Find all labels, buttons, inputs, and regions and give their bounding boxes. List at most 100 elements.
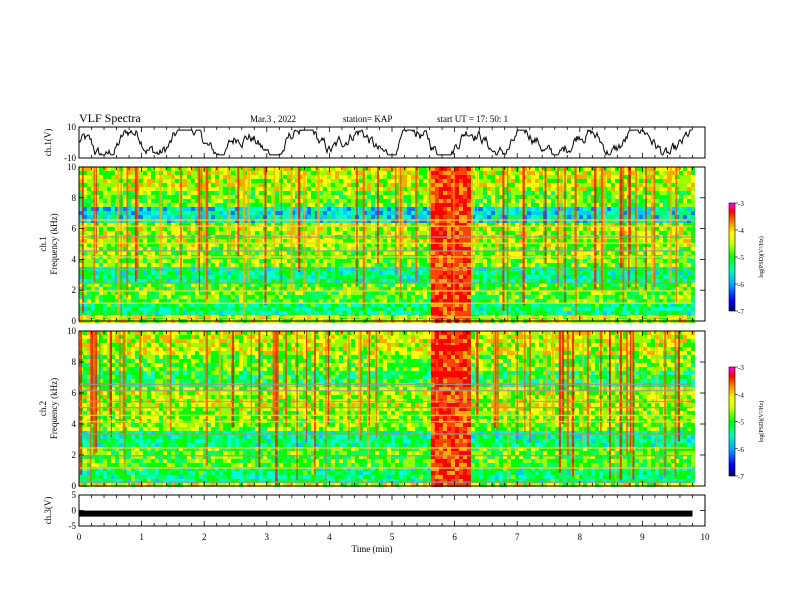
spectrogram-cell [295,203,299,207]
spectrogram-cell [367,263,371,267]
spectrogram-cell [683,215,687,219]
spectrogram-cell [595,263,599,267]
spectrogram-cell [95,287,99,291]
spectrogram-cell [155,227,159,231]
spectrogram-cell [115,243,119,247]
spectrogram-cell [371,247,375,251]
spectrogram-cell [83,239,87,243]
spectrogram-cell [411,251,415,255]
spectrogram-cell [427,287,431,291]
spectrogram-cell [323,179,327,183]
spectrogram-cell [447,259,451,263]
spectrogram-cell [331,291,335,295]
spectrogram-cell [491,263,495,267]
spectrogram-cell [663,231,667,235]
spectrogram-cell [659,207,663,211]
spectrogram-cell [431,203,435,207]
spectrogram-cell [107,167,111,171]
spectrogram-cell [503,187,507,191]
spectrogram-cell [519,211,523,215]
spectrogram-cell [115,271,119,275]
spectrogram-cell [115,283,119,287]
spectrogram-cell [259,271,263,275]
spectrogram-cell [583,283,587,287]
spectrogram-cell [91,171,95,175]
spectrogram-cell [295,183,299,187]
spectrogram-cell [235,291,239,295]
spectrogram-cell [183,251,187,255]
spectrogram-cell [395,259,399,263]
spectrogram-cell [195,195,199,199]
spectrogram-cell [295,251,299,255]
spectrogram-cell [331,223,335,227]
spectrogram-cell [311,243,315,247]
spectrogram-cell [199,259,203,263]
spectrogram-cell [615,251,619,255]
spectrogram-cell [391,247,395,251]
spectrogram-cell [663,175,667,179]
spectrogram-cell [507,247,511,251]
spectrogram-cell [443,195,447,199]
spectrogram-cell [271,211,275,215]
spectrogram-cell [435,171,439,175]
spectrogram-cell [419,187,423,191]
spectrogram-cell [311,251,315,255]
spectrogram-cell [523,223,527,227]
spectrogram-cell [403,175,407,179]
spectrogram-cell [87,251,91,255]
spectrogram-cell [235,251,239,255]
spectrogram-cell [287,251,291,255]
spectrogram-cell [87,291,91,295]
spectrogram-cell [367,183,371,187]
spectrogram-cell [591,191,595,195]
spectrogram-cell [495,211,499,215]
spectrogram-cell [251,287,255,291]
spectrogram-cell [619,283,623,287]
spectrogram-cell [595,195,599,199]
spectrogram-cell [419,251,423,255]
spectrogram-cell [107,239,111,243]
spectrogram-cell [503,219,507,223]
spectrogram-cell [215,271,219,275]
spectrogram-cell [435,211,439,215]
spectrogram-cell [171,211,175,215]
spectrogram-cell [291,191,295,195]
spectrogram-cell [255,211,259,215]
spectrogram-cell [595,219,599,223]
spectrogram-cell [239,167,243,171]
spectrogram-cell [83,187,87,191]
spectrogram-cell [451,287,455,291]
spectrogram-cell [343,243,347,247]
spectrogram-cell [555,227,559,231]
spectrogram-cell [567,171,571,175]
spectrogram-cell [555,207,559,211]
spectrogram-cell [203,259,207,263]
spectrogram-cell [679,207,683,211]
spectrogram-cell [383,199,387,203]
spectrogram-cell [499,191,503,195]
spectrogram-cell [491,179,495,183]
spectrogram-cell [531,199,535,203]
spectrogram-cell [351,263,355,267]
spectrogram-cell [679,239,683,243]
spectrogram-cell [611,207,615,211]
spectrogram-cell [259,167,263,171]
spectrogram-cell [671,259,675,263]
spectrogram-cell [543,271,547,275]
spectrogram-cell [423,199,427,203]
spectrogram-cell [219,263,223,267]
spectrogram-cell [335,283,339,287]
spectrogram-cell [175,247,179,251]
spectrogram-cell [139,283,143,287]
spectrogram-cell [451,179,455,183]
spectrogram-cell [331,271,335,275]
spectrogram-cell [507,203,511,207]
spectrogram-cell [623,227,627,231]
spectrogram-cell [623,219,627,223]
spectrogram-cell [307,227,311,231]
spectrogram-cell [299,195,303,199]
spectrogram-cell [107,203,111,207]
spectrogram-cell [439,175,443,179]
spectrogram-cell [79,211,83,215]
spectrogram-cell [211,191,215,195]
